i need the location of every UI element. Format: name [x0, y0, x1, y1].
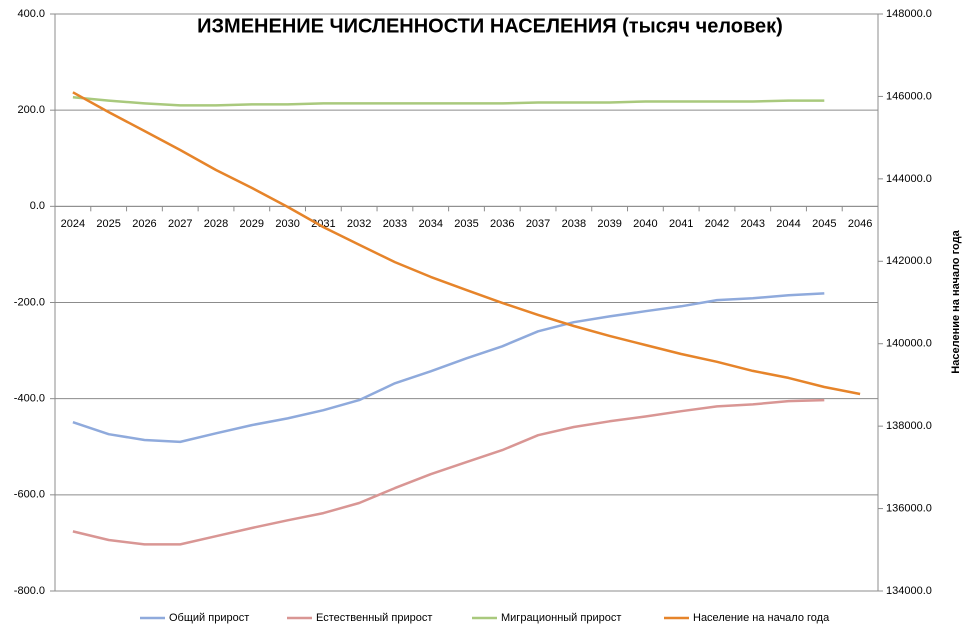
y-tick-label: -800.0	[14, 585, 45, 597]
series-line	[72, 292, 825, 444]
x-tick-label: 2029	[240, 218, 264, 230]
x-tick-label: 2036	[490, 218, 514, 230]
y2-tick-label: 144000.0	[886, 173, 932, 185]
x-tick-label: 2039	[597, 218, 621, 230]
x-tick-label: 2033	[383, 218, 407, 230]
series-line	[72, 398, 825, 546]
y-tick-label: -600.0	[14, 489, 45, 501]
x-tick-label: 2035	[454, 218, 478, 230]
x-tick-label: 2030	[275, 218, 299, 230]
chart-title: ИЗМЕНЕНИЕ ЧИСЛЕННОСТИ НАСЕЛЕНИЯ (тысяч ч…	[197, 15, 783, 37]
y2-tick-label: 134000.0	[886, 585, 932, 597]
x-tick-label: 2034	[418, 218, 442, 230]
y-tick-label: 0.0	[30, 200, 45, 212]
y-tick-label: -400.0	[14, 393, 45, 405]
x-tick-label: 2031	[311, 218, 335, 230]
y2-tick-label: 142000.0	[886, 255, 932, 267]
x-tick-label: 2037	[526, 218, 550, 230]
x-tick-label: 2043	[741, 218, 765, 230]
x-tick-label: 2045	[812, 218, 836, 230]
y2-tick-label: 138000.0	[886, 420, 932, 432]
x-tick-label: 2025	[96, 218, 120, 230]
y2-tick-label: 148000.0	[886, 8, 932, 20]
x-tick-label: 2044	[776, 218, 800, 230]
series-line	[72, 95, 825, 107]
x-tick-label: 2038	[562, 218, 586, 230]
x-tick-label: 2041	[669, 218, 693, 230]
legend-label: Население на начало года	[693, 612, 830, 624]
legend-label: Миграционный прирост	[501, 612, 621, 624]
x-tick-label: 2032	[347, 218, 371, 230]
y-tick-label: 200.0	[17, 104, 45, 116]
x-tick-label: 2042	[705, 218, 729, 230]
x-tick-label: 2026	[132, 218, 156, 230]
y2-tick-label: 146000.0	[886, 90, 932, 102]
legend-label: Естественный прирост	[316, 612, 432, 624]
y2-axis-label: Население на начало года	[950, 229, 962, 373]
x-tick-label: 2028	[204, 218, 228, 230]
y2-tick-label: 140000.0	[886, 338, 932, 350]
legend-label: Общий прирост	[169, 612, 249, 624]
y-tick-label: 400.0	[17, 8, 45, 20]
series-line	[72, 91, 861, 396]
x-tick-label: 2046	[848, 218, 872, 230]
y-tick-label: -200.0	[14, 296, 45, 308]
x-tick-label: 2024	[61, 218, 85, 230]
x-tick-label: 2040	[633, 218, 657, 230]
y2-tick-label: 136000.0	[886, 502, 932, 514]
x-tick-label: 2027	[168, 218, 192, 230]
